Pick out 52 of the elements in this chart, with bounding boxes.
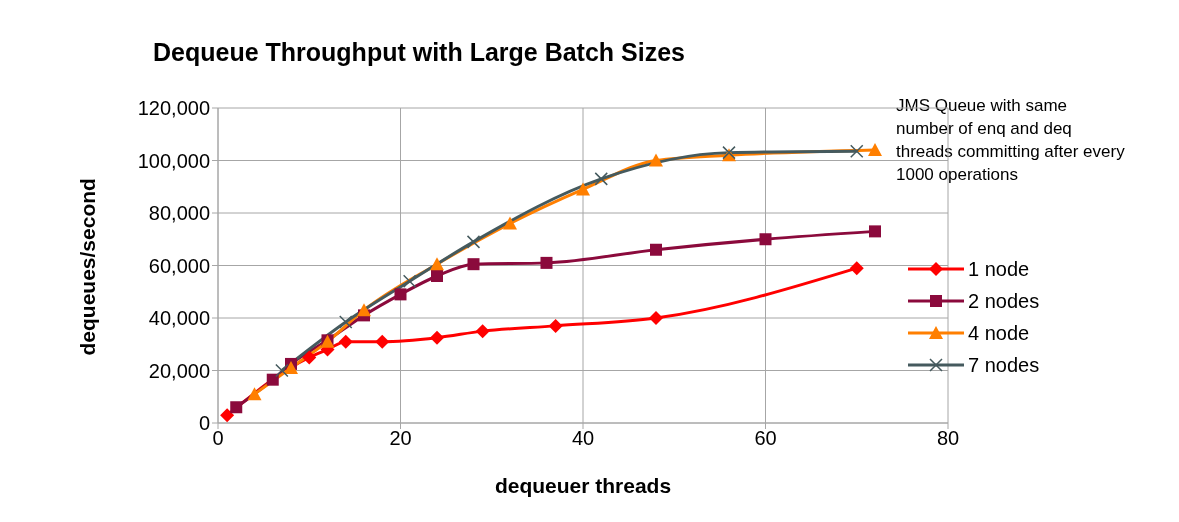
y-tick-label: 80,000 — [148, 202, 210, 225]
point — [759, 233, 772, 246]
y-tick-label: 120,000 — [137, 97, 210, 120]
point — [430, 257, 444, 271]
point — [467, 258, 480, 271]
chart-title: Dequeue Throughput with Large Batch Sizes — [153, 38, 685, 67]
point — [302, 350, 317, 365]
y-tick-label: 0 — [198, 412, 210, 435]
point — [275, 363, 289, 378]
point — [430, 330, 444, 345]
point — [338, 334, 353, 349]
point — [475, 324, 490, 339]
point — [850, 144, 864, 159]
point — [594, 172, 608, 186]
point — [284, 360, 298, 374]
x-axis-title: dequeuer threads — [494, 474, 672, 497]
point — [869, 225, 881, 238]
point — [649, 311, 663, 325]
point — [868, 143, 882, 156]
legend-label: 7 nodes — [968, 353, 1040, 377]
point — [247, 387, 262, 401]
point — [466, 235, 481, 249]
y-axis-title: dequeues/second — [76, 178, 100, 356]
x-tick-label: 20 — [389, 427, 412, 450]
point — [548, 318, 563, 333]
x-tick-label: 60 — [754, 427, 777, 450]
x-tick-label: 40 — [571, 427, 595, 450]
point — [375, 334, 390, 349]
point — [849, 261, 864, 276]
point — [650, 243, 662, 256]
y-tick-label: 40,000 — [148, 307, 210, 330]
x-tick-label: 0 — [212, 427, 224, 450]
point — [402, 274, 417, 288]
legend-label: 2 nodes — [968, 289, 1040, 313]
point — [649, 153, 663, 167]
point — [576, 182, 590, 196]
point — [266, 373, 279, 386]
legend-label: 4 node — [968, 321, 1030, 345]
point — [394, 288, 407, 301]
y-tick-label: 60,000 — [148, 254, 210, 277]
x-tick-label: 80 — [936, 427, 960, 450]
y-tick-label: 100,000 — [137, 149, 210, 172]
annotation: JMS Queue with same number of enq and deq threads committing after every 1000 operations — [896, 95, 1126, 186]
point — [220, 408, 235, 423]
y-tick-label: 20,000 — [148, 359, 210, 382]
legend-label: 1 node — [968, 257, 1030, 281]
point — [339, 315, 353, 329]
point — [503, 216, 517, 230]
point — [357, 303, 371, 317]
point — [540, 256, 553, 269]
point — [230, 401, 243, 414]
point — [431, 270, 443, 282]
